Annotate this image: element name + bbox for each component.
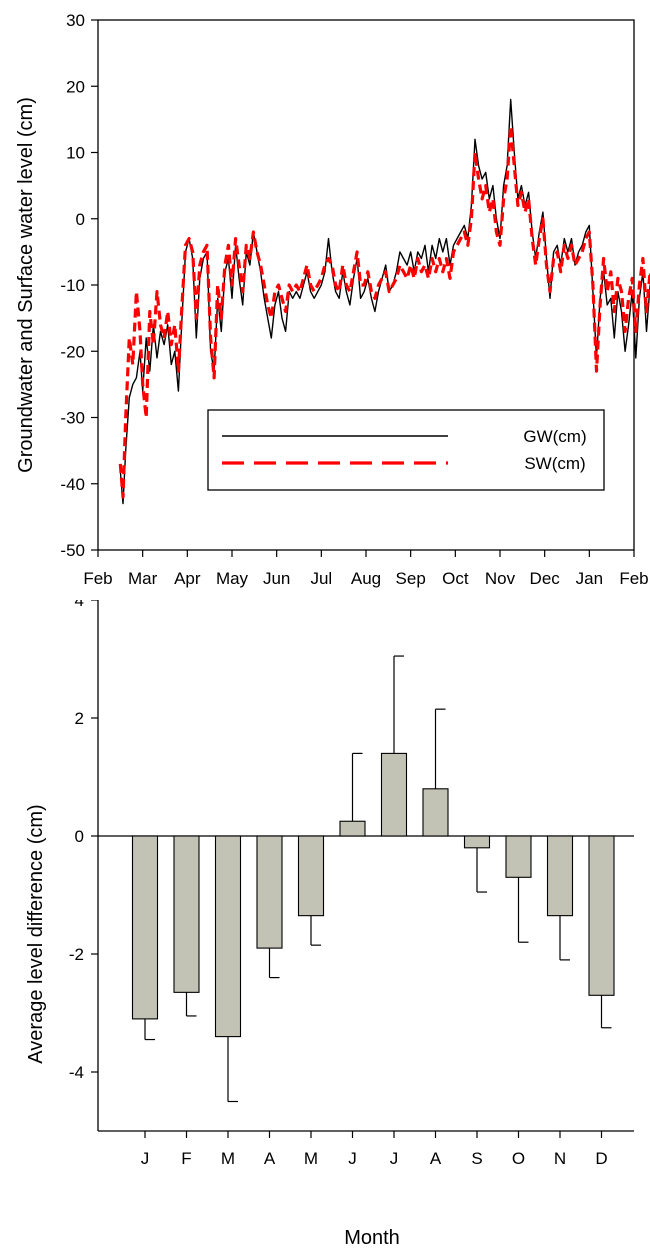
y-tick-label: -50 — [60, 541, 85, 560]
x-tick-label: J — [390, 1149, 399, 1168]
x-tick-label: J — [348, 1149, 357, 1168]
bar-5 — [297, 835, 325, 917]
x-tick-label: Jul — [310, 569, 332, 588]
x-tick-label: Sep — [396, 569, 426, 588]
y-tick-label: 2 — [75, 709, 84, 728]
y-tick-label: 30 — [66, 11, 85, 30]
x-tick-label: O — [512, 1149, 525, 1168]
y-tick-label: 4 — [75, 600, 84, 610]
x-tick-label: Nov — [485, 569, 516, 588]
x-tick-label: J — [141, 1149, 150, 1168]
x-tick-label: N — [554, 1149, 566, 1168]
x-tick-label: Oct — [442, 569, 469, 588]
y-tick-label: 0 — [75, 827, 84, 846]
bar-9 — [463, 835, 491, 849]
bottom-y-axis-label: Average level difference (cm) — [25, 804, 47, 1063]
x-tick-label: Apr — [174, 569, 201, 588]
bar-4 — [256, 835, 283, 949]
bar-3 — [214, 835, 242, 1038]
y-tick-label: 20 — [66, 77, 85, 96]
x-tick-label: A — [430, 1149, 442, 1168]
chart-groundwater-surface-water: 30 20 10 0 -10 -20 -30 -40 -50 Feb Mar Apr May Jun Jul… — [15, 11, 650, 588]
y-tick-label: -4 — [69, 1063, 84, 1082]
bar-7 — [380, 752, 408, 837]
y-tick-label: 0 — [76, 210, 85, 229]
x-tick-label: Jan — [576, 569, 603, 588]
bar-8 — [422, 788, 449, 837]
x-tick-label: May — [216, 569, 249, 588]
bottom-x-axis-label: Month — [344, 1227, 400, 1249]
legend: GW(cm) SW(cm) — [207, 409, 605, 491]
y-tick-label: -10 — [60, 276, 85, 295]
x-tick-label: Mar — [128, 569, 158, 588]
y-tick-label: -30 — [60, 409, 85, 428]
x-tick-label: D — [595, 1149, 607, 1168]
legend-label: GW(cm) — [523, 427, 586, 446]
y-tick-label: -40 — [60, 475, 85, 494]
x-tick-label: Aug — [351, 569, 381, 588]
chart-average-level-difference: 4 2 0 -2 -4 J F M A M J J A S O N D Average level differ… — [25, 600, 634, 1249]
bar-11 — [546, 835, 574, 917]
x-tick-label: F — [181, 1149, 191, 1168]
x-tick-label: Feb — [83, 569, 112, 588]
x-tick-label: M — [221, 1149, 235, 1168]
x-tick-label: S — [471, 1149, 482, 1168]
series-line-swcm — [118, 124, 650, 499]
x-tick-label: Feb — [619, 569, 648, 588]
legend-box — [207, 409, 605, 491]
top-y-axis-label: Groundwater and Surface water level (cm) — [15, 97, 37, 473]
legend-label: SW(cm) — [524, 454, 585, 473]
y-tick-label: -20 — [60, 342, 85, 361]
y-tick-label: 10 — [66, 144, 85, 163]
bar-2 — [173, 835, 200, 993]
bar-12 — [588, 835, 615, 996]
bar-1 — [131, 835, 159, 1020]
x-tick-label: A — [264, 1149, 276, 1168]
y-tick-label: -2 — [69, 945, 84, 964]
x-tick-label: Dec — [530, 569, 561, 588]
x-tick-label: M — [304, 1149, 318, 1168]
x-tick-label: Jun — [263, 569, 290, 588]
bar-6 — [339, 820, 366, 837]
bar-10 — [505, 835, 532, 878]
